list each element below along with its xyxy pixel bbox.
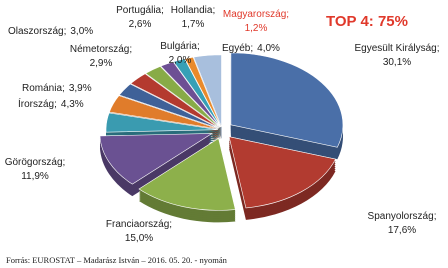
- label-separator: ;: [437, 43, 440, 54]
- value-label: 4,0%: [257, 43, 280, 54]
- chart-title: TOP 4: 75%: [326, 13, 408, 30]
- slice: [173, 58, 221, 128]
- value-label: 1,7%: [182, 19, 205, 30]
- label-separator: ;: [64, 26, 67, 37]
- value-label: 2,9%: [90, 58, 113, 69]
- data-label: Görögország; 11,9%: [5, 157, 66, 182]
- data-label: Németország; 2,9%: [70, 44, 132, 69]
- label-separator: ;: [250, 43, 253, 54]
- category-name: Görögország: [5, 157, 63, 168]
- category-name: Franciaország: [106, 219, 169, 230]
- value-label: 15,0%: [125, 233, 153, 244]
- slice: [105, 112, 219, 133]
- data-label: Írország; 4,3%: [18, 97, 84, 110]
- category-name: Németország: [70, 44, 129, 55]
- value-label: 3,9%: [69, 83, 92, 94]
- category-name: Egyesült Királyság: [354, 43, 436, 54]
- label-separator: ;: [169, 219, 172, 230]
- value-label: 1,2%: [245, 23, 268, 34]
- label-separator: ;: [434, 211, 437, 222]
- label-separator: ;: [197, 41, 200, 52]
- data-label: Románia; 3,9%: [22, 83, 92, 94]
- slice: [99, 133, 213, 185]
- category-name: Magyarország: [223, 9, 286, 20]
- slice: [145, 66, 220, 128]
- data-label: Bulgária; 2,0%: [160, 41, 199, 66]
- data-label: Olaszország; 3,0%: [8, 26, 93, 37]
- label-separator: ;: [212, 5, 215, 16]
- slice: [130, 73, 220, 129]
- category-name: Olaszország: [8, 26, 64, 37]
- category-name: Spanyolország: [368, 211, 434, 222]
- label-separator: ;: [286, 9, 289, 20]
- category-name: Bulgária: [160, 41, 197, 52]
- category-name: Portugália: [116, 5, 161, 16]
- label-separator: ;: [63, 157, 66, 168]
- value-label: 30,1%: [383, 57, 411, 68]
- category-name: Románia: [22, 83, 62, 94]
- label-separator: ;: [62, 83, 65, 94]
- label-separator: ;: [161, 5, 164, 16]
- data-label: Spanyolország; 17,6%: [368, 211, 437, 236]
- slice: [138, 137, 236, 211]
- value-label: 2,0%: [169, 55, 192, 66]
- data-label: Egyesült Királyság; 30,1%: [354, 43, 439, 68]
- source-note: Forrás: EUROSTAT – Madarász István – 201…: [6, 255, 228, 265]
- slice: [184, 56, 222, 128]
- category-name: Hollandia: [171, 5, 213, 16]
- category-name: Írország: [18, 97, 54, 110]
- slice: [193, 54, 222, 127]
- label-separator: ;: [129, 44, 132, 55]
- value-label: 17,6%: [388, 225, 416, 236]
- value-label: 11,9%: [21, 171, 49, 182]
- value-label: 3,0%: [70, 26, 93, 37]
- value-label: 2,6%: [129, 19, 152, 30]
- data-label: Egyéb; 4,0%: [222, 43, 280, 54]
- slice: [228, 136, 336, 209]
- label-separator: ;: [54, 99, 57, 110]
- slice: [118, 83, 219, 129]
- slice: [230, 52, 344, 148]
- slice: [108, 95, 219, 130]
- category-name: Egyéb: [222, 43, 251, 54]
- data-label: Hollandia; 1,7%: [171, 5, 215, 30]
- slice: [160, 61, 221, 128]
- data-label: Magyarország; 1,2%: [223, 9, 289, 34]
- value-label: 4,3%: [61, 99, 84, 110]
- data-label: Franciaország; 15,0%: [106, 219, 172, 244]
- data-label: Portugália; 2,6%: [116, 5, 164, 30]
